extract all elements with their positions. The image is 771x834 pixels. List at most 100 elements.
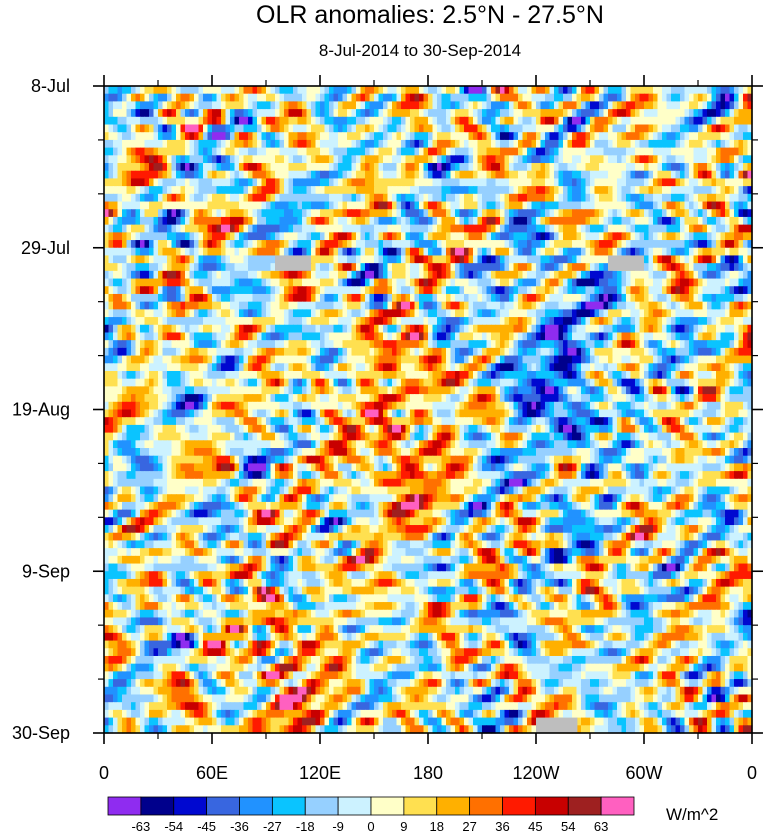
heatmap-cell (369, 170, 375, 180)
heatmap-cell (495, 147, 501, 156)
heatmap-cell (324, 155, 330, 164)
heatmap-cell (486, 324, 492, 334)
heatmap-cell (428, 324, 434, 334)
heatmap-cell (720, 186, 726, 195)
heatmap-cell (540, 147, 546, 156)
heatmap-cell (581, 193, 587, 203)
heatmap-cell (126, 209, 132, 218)
heatmap-cell (689, 209, 695, 218)
heatmap-cell (531, 116, 537, 126)
heatmap-cell (302, 240, 308, 249)
heatmap-cell (135, 240, 141, 249)
heatmap-cell (567, 209, 573, 218)
heatmap-cell (572, 132, 578, 141)
heatmap-cell (590, 101, 596, 110)
heatmap-cell (657, 278, 663, 287)
heatmap-cell (419, 293, 425, 303)
heatmap-cell (702, 86, 708, 95)
heatmap-cell (140, 309, 146, 318)
heatmap-cell (185, 317, 191, 326)
heatmap-cell (396, 216, 402, 226)
heatmap-cell (333, 332, 339, 341)
heatmap-cell (324, 301, 330, 310)
heatmap-cell (266, 155, 272, 164)
heatmap-cell (693, 132, 699, 141)
heatmap-cell (126, 301, 132, 310)
heatmap-cell (446, 132, 452, 141)
heatmap-cell (387, 201, 393, 210)
heatmap-cell (554, 255, 560, 264)
heatmap-cell (486, 270, 492, 280)
heatmap-cell (369, 209, 375, 218)
heatmap-cell (113, 324, 119, 334)
heatmap-cell (108, 278, 114, 287)
heatmap-cell (698, 340, 704, 349)
heatmap-cell (639, 278, 645, 287)
heatmap-cell (594, 317, 600, 326)
heatmap-cell (405, 255, 411, 264)
heatmap-cell (603, 216, 609, 226)
heatmap-cell (464, 317, 470, 326)
heatmap-cell (329, 124, 335, 133)
heatmap-cell (482, 286, 488, 295)
heatmap-cell (144, 332, 150, 341)
heatmap-cell (306, 139, 312, 149)
heatmap-cell (275, 240, 281, 249)
heatmap-cell (221, 301, 227, 310)
heatmap-cell (167, 293, 173, 303)
heatmap-cell (338, 109, 344, 118)
heatmap-cell (117, 232, 123, 241)
heatmap-cell (468, 93, 474, 102)
heatmap-cell (599, 232, 605, 241)
heatmap-cell (522, 132, 528, 141)
heatmap-cell (324, 347, 330, 357)
heatmap-cell (563, 178, 569, 187)
heatmap-cell (603, 155, 609, 164)
heatmap-cell (126, 155, 132, 164)
heatmap-cell (648, 147, 654, 156)
heatmap-cell (333, 201, 339, 210)
heatmap-cell (261, 170, 267, 180)
heatmap-cell (653, 163, 659, 172)
heatmap-cell (662, 93, 668, 102)
heatmap-cell (459, 116, 465, 126)
heatmap-cell (608, 139, 614, 149)
heatmap-cell (666, 324, 672, 334)
heatmap-cell (518, 240, 524, 249)
heatmap-cell (540, 170, 546, 180)
heatmap-cell (594, 270, 600, 280)
heatmap-cell (144, 317, 150, 326)
heatmap-cell (432, 155, 438, 164)
heatmap-cell (212, 216, 218, 226)
heatmap-cell (567, 86, 573, 95)
heatmap-cell (162, 139, 168, 149)
heatmap-cell (374, 255, 380, 264)
heatmap-cell (338, 255, 344, 264)
heatmap-cell (657, 332, 663, 341)
heatmap-cell (252, 86, 258, 95)
heatmap-cell (621, 224, 627, 233)
heatmap-cell (387, 101, 393, 110)
heatmap-cell (311, 170, 317, 180)
heatmap-cell (617, 86, 623, 95)
heatmap-cell (131, 101, 137, 110)
heatmap-cell (131, 263, 137, 272)
heatmap-cell (315, 317, 321, 326)
heatmap-cell (104, 255, 110, 264)
heatmap-cell (441, 255, 447, 264)
heatmap-cell (356, 101, 362, 110)
heatmap-cell (207, 224, 213, 233)
heatmap-cell (122, 116, 128, 126)
heatmap-cell (167, 147, 173, 156)
heatmap-cell (477, 209, 483, 218)
heatmap-cell (626, 224, 632, 233)
heatmap-cell (351, 132, 357, 141)
heatmap-cell (527, 224, 533, 233)
heatmap-cell (320, 340, 326, 349)
heatmap-cell (230, 186, 236, 195)
heatmap-cell (639, 324, 645, 334)
heatmap-cell (144, 232, 150, 241)
heatmap-cell (545, 147, 551, 156)
heatmap-cell (720, 86, 726, 95)
heatmap-cell (378, 347, 384, 357)
